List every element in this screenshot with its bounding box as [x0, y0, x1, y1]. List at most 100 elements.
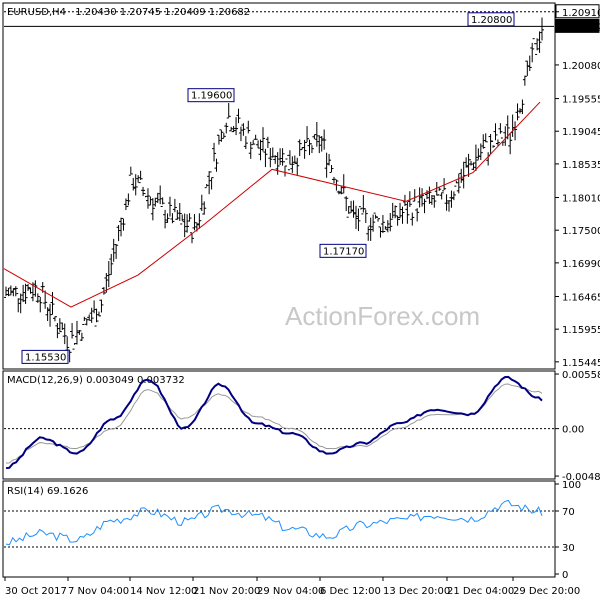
price-bar — [295, 157, 300, 176]
price-bar — [241, 123, 246, 136]
price-bar — [393, 205, 398, 219]
price-bar — [312, 134, 317, 140]
price-bar — [417, 187, 422, 208]
watermark: ActionForex.com — [285, 301, 480, 331]
time-tick-label: 21 Nov 20:00 — [193, 586, 260, 597]
time-tick-label: 29 Dec 20:00 — [513, 586, 580, 597]
price-bar — [38, 296, 43, 313]
price-bar — [199, 194, 204, 211]
price-bar — [456, 173, 461, 194]
price-bar — [302, 139, 307, 159]
price-bar — [89, 307, 94, 323]
price-bar — [420, 188, 425, 207]
price-bar — [309, 143, 314, 154]
price-bar — [11, 288, 16, 297]
price-bar — [111, 238, 116, 262]
macd-panel-frame — [2, 370, 556, 480]
price-bar — [82, 316, 87, 325]
price-bar — [273, 155, 278, 164]
price-bar — [236, 108, 241, 124]
price-bar — [185, 214, 190, 233]
price-bar — [246, 120, 251, 134]
price-bar — [160, 197, 165, 208]
price-bar — [87, 314, 92, 321]
price-bar — [97, 311, 102, 317]
price-bar — [380, 215, 385, 234]
price-bars — [4, 17, 544, 363]
price-bar — [192, 214, 197, 231]
price-bar — [268, 148, 273, 168]
price-bar — [148, 196, 153, 206]
price-bar — [104, 273, 109, 293]
price-bar — [265, 136, 270, 149]
price-bar — [123, 198, 128, 211]
price-bar — [454, 180, 459, 187]
price-bar — [119, 217, 124, 237]
price-bar — [187, 213, 192, 222]
price-bar — [167, 196, 172, 217]
price-bar — [400, 206, 405, 224]
price-bar — [402, 194, 407, 206]
annotation-box — [21, 349, 69, 364]
price-bar — [493, 123, 498, 141]
price-bar — [444, 194, 449, 211]
price-bar — [126, 193, 131, 207]
price-bar — [128, 166, 133, 176]
price-bar — [219, 129, 224, 142]
price-bar — [229, 126, 234, 132]
price-bar — [341, 174, 346, 194]
price-bar — [491, 140, 496, 148]
price-bar — [16, 293, 21, 313]
price-bar — [26, 284, 31, 291]
price-bar — [439, 192, 444, 200]
price-bar — [175, 210, 180, 220]
price-bar — [48, 303, 53, 327]
macd-tick-label: 0.00 — [562, 425, 584, 436]
price-bar — [62, 323, 67, 345]
price-tick-label: 1.15445 — [562, 358, 600, 369]
macd-axis: 0.005587 0.00 -0.004855 — [555, 370, 600, 483]
rsi-title: RSI(14) 69.1626 — [7, 486, 88, 497]
price-bar — [469, 159, 474, 166]
price-bar — [297, 139, 302, 157]
time-tick-label: 21 Dec 04:00 — [447, 586, 514, 597]
price-bar — [248, 141, 253, 159]
price-bar — [207, 171, 212, 195]
rsi-tick-label: 30 — [562, 543, 575, 554]
price-bar — [478, 143, 483, 161]
price-bar — [182, 213, 187, 238]
price-bar — [424, 190, 429, 200]
price-bar — [371, 214, 376, 232]
price-tick-label: 1.16465 — [562, 292, 600, 303]
price-bar — [141, 186, 146, 197]
price-bar — [287, 150, 292, 171]
price-bar — [339, 185, 344, 195]
price-bar — [515, 103, 520, 121]
rsi-tick-label: 100 — [562, 480, 581, 491]
annotation-label: 1.19600 — [191, 91, 232, 102]
price-bar — [143, 193, 148, 198]
price-bar — [6, 287, 11, 297]
price-bar — [422, 198, 427, 214]
annotation-box — [319, 243, 367, 258]
price-bar — [177, 203, 182, 221]
price-bar — [172, 198, 177, 213]
price-bar — [449, 190, 454, 208]
annotation-label: 1.20800 — [471, 15, 512, 26]
price-bar — [145, 188, 150, 209]
price-bar — [8, 285, 13, 296]
price-bar — [283, 161, 288, 177]
price-bar — [170, 213, 175, 224]
price-bar — [197, 213, 202, 229]
price-bar — [481, 134, 486, 149]
price-bar — [351, 200, 356, 218]
price-bar — [209, 171, 214, 190]
price-bar — [336, 190, 341, 195]
price-bar — [45, 307, 50, 322]
price-bar — [368, 217, 373, 241]
rsi-line — [5, 499, 543, 546]
price-bar — [214, 158, 219, 172]
price-bar — [432, 195, 437, 208]
rsi-tick-label: 70 — [562, 507, 575, 518]
macd-tick-label: 0.005587 — [562, 370, 600, 381]
